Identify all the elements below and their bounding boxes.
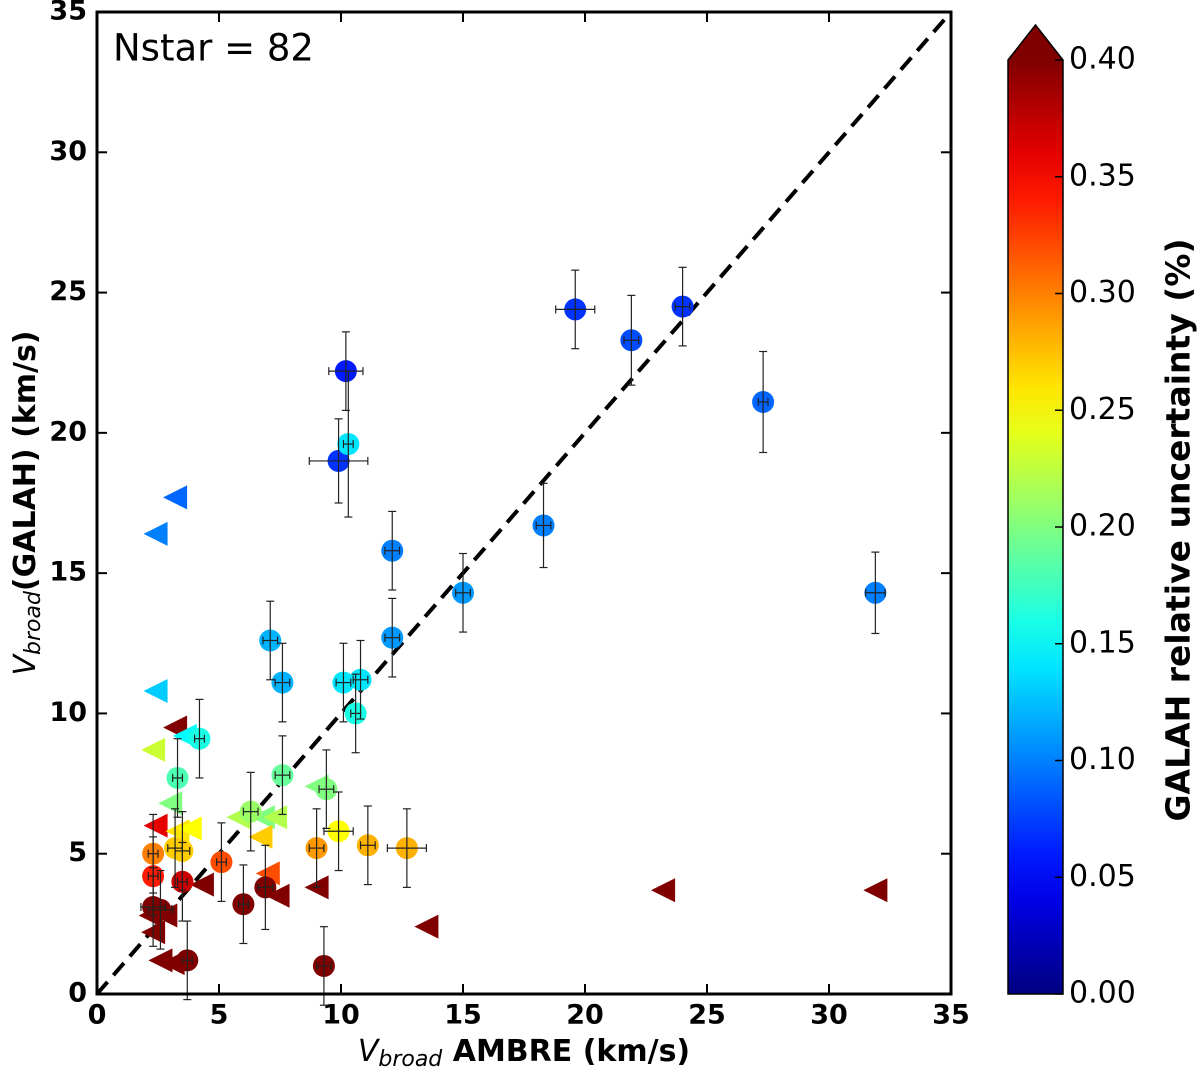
x-error-bar xyxy=(262,636,279,645)
x-error-bar xyxy=(316,961,332,970)
upper-limit xyxy=(165,819,190,844)
x-error-bar xyxy=(555,305,596,314)
colorbar-tick-label: 0.10 xyxy=(1069,742,1136,777)
colorbar-tick-label: 0.25 xyxy=(1069,392,1136,427)
x-label-subscript: broad xyxy=(378,1047,443,1072)
x-tick-label: 15 xyxy=(444,1000,482,1031)
x-error-bar xyxy=(323,827,354,836)
x-tick-label: 10 xyxy=(322,1000,360,1031)
upper-limit xyxy=(255,861,280,886)
y-label-text: (GALAH) (km/s) xyxy=(8,330,43,591)
y-tick-label: 30 xyxy=(49,136,87,167)
colorbar-tick-label: 0.35 xyxy=(1069,158,1136,193)
x-error-bar xyxy=(257,883,274,892)
colorbar-tick-label: 0.20 xyxy=(1069,509,1136,544)
upper-limit xyxy=(265,883,290,908)
x-label-text: AMBRE (km/s) xyxy=(442,1034,690,1069)
upper-limit xyxy=(148,948,173,973)
upper-limit xyxy=(414,914,439,939)
upper-limit xyxy=(163,485,188,510)
identity-line xyxy=(95,10,953,996)
colorbar xyxy=(1008,60,1063,994)
y-tick-label: 20 xyxy=(49,416,87,447)
y-axis-label: Vbroad(GALAH) (km/s) xyxy=(8,330,47,675)
upper-limit xyxy=(263,805,288,830)
upper-limit xyxy=(143,521,168,546)
x-error-bar xyxy=(864,588,886,597)
x-error-bar xyxy=(757,397,769,406)
colorbar-tick-label: 0.40 xyxy=(1069,42,1136,77)
upper-limit xyxy=(248,824,273,849)
upper-limit xyxy=(177,816,202,841)
x-error-bar xyxy=(335,678,352,687)
x-error-bar xyxy=(181,956,193,965)
x-error-bar xyxy=(242,807,259,816)
x-error-bar xyxy=(384,546,401,555)
upper-limit xyxy=(189,872,214,897)
colorbar-label: GALAH relative uncertainty (%) xyxy=(1159,238,1198,821)
x-error-bar xyxy=(194,734,205,743)
upper-limit xyxy=(143,813,168,838)
x-error-bar xyxy=(623,336,640,345)
y-tick-label: 5 xyxy=(68,837,87,868)
x-error-bar xyxy=(274,771,291,780)
x-axis-label: Vbroad AMBRE (km/s) xyxy=(358,1034,690,1073)
upper-limit xyxy=(250,805,275,830)
colorbar-extension xyxy=(1008,25,1063,60)
x-tick-label: 30 xyxy=(810,1000,848,1031)
x-error-bar xyxy=(308,456,369,465)
x-error-bar xyxy=(274,678,291,687)
y-tick-label: 0 xyxy=(68,978,87,1009)
x-error-bar xyxy=(237,900,249,909)
x-error-bar xyxy=(535,521,552,530)
x-label-symbol: V xyxy=(358,1034,381,1069)
plot-frame xyxy=(95,10,953,996)
upper-limit xyxy=(143,678,168,703)
upper-limit xyxy=(651,878,676,903)
x-error-bar xyxy=(147,905,174,914)
x-error-bar xyxy=(455,588,471,597)
x-error-bar xyxy=(359,841,376,850)
x-error-bar xyxy=(674,302,691,311)
y-tick-label: 15 xyxy=(49,557,87,588)
x-error-bar xyxy=(342,440,354,449)
x-error-bar xyxy=(215,858,227,867)
colorbar-tick-label: 0.30 xyxy=(1069,275,1136,310)
x-tick-label: 0 xyxy=(88,1000,107,1031)
y-label-subscript: broad xyxy=(21,590,46,655)
x-error-bar xyxy=(350,709,362,718)
colorbar-tick-label: 0.05 xyxy=(1069,859,1136,894)
x-error-bar xyxy=(384,633,401,642)
upper-limit xyxy=(141,737,166,762)
annotation: Nstar = 82 xyxy=(113,27,314,70)
colorbar-outline xyxy=(1007,23,1064,995)
colorbar-tick-label: 0.15 xyxy=(1069,625,1136,660)
x-error-bar xyxy=(386,844,427,853)
y-label-symbol: V xyxy=(8,653,43,676)
x-tick-label: 35 xyxy=(932,1000,970,1031)
x-tick-label: 25 xyxy=(688,1000,726,1031)
x-error-bar xyxy=(318,785,335,794)
x-error-bar xyxy=(172,773,183,782)
colorbar-tick-label: 0.00 xyxy=(1069,976,1136,1011)
x-error-bar xyxy=(308,844,325,853)
y-tick-label: 10 xyxy=(49,697,87,728)
y-tick-label: 35 xyxy=(49,0,87,27)
x-tick-label: 20 xyxy=(566,1000,604,1031)
x-error-bar xyxy=(176,877,188,886)
y-tick-label: 25 xyxy=(49,276,87,307)
x-tick-label: 5 xyxy=(210,1000,229,1031)
upper-limit xyxy=(863,878,888,903)
